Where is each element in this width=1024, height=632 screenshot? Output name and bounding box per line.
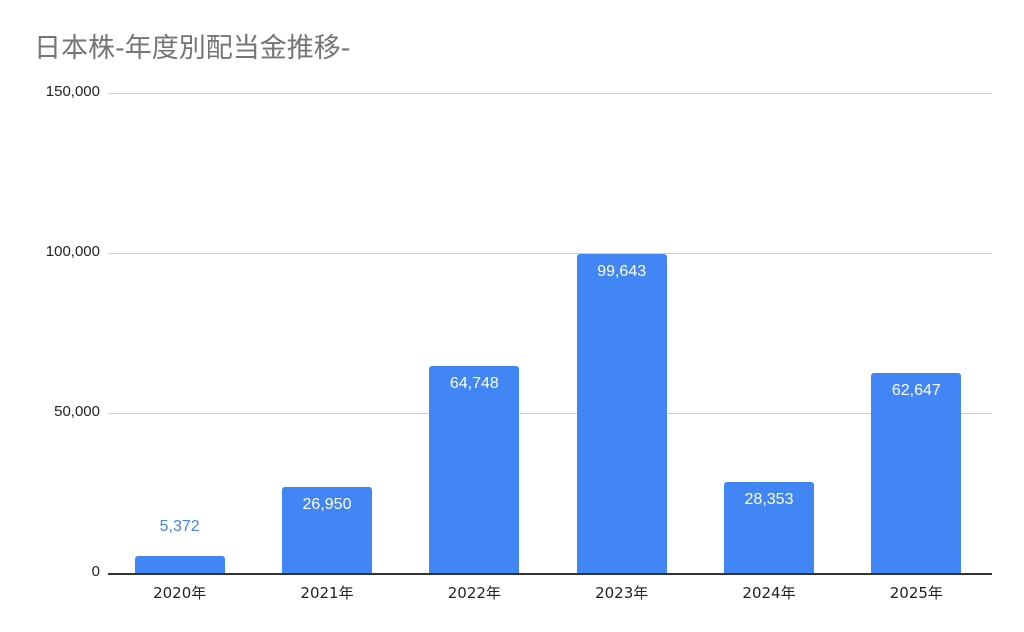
x-axis-tick-label: 2024年 [742,584,796,602]
gridline [108,253,992,254]
gridline [108,93,992,94]
y-axis-tick-label: 150,000 [45,83,100,100]
bar-2022年[interactable] [429,365,520,573]
bar-2025年[interactable] [871,372,962,573]
gridline [108,413,992,414]
x-axis-tick-label: 2025年 [889,584,943,602]
y-axis-tick-label: 50,000 [54,403,100,420]
bar-2021年[interactable] [282,486,372,573]
x-axis-tick-label: 2020年 [153,584,207,602]
x-axis-tick-label: 2023年 [595,584,649,602]
bar-data-label: 64,748 [449,374,499,392]
y-axis-tick-label: 100,000 [45,243,100,260]
bar-data-label: 26,950 [302,495,352,513]
bar-data-label: 99,643 [597,263,647,281]
y-axis-tick-label: 0 [91,563,100,580]
bar-2024年[interactable] [724,482,814,573]
bar-data-label: 28,353 [744,491,794,509]
bar-2020年[interactable] [134,555,225,573]
x-axis-tick-label: 2021年 [300,584,354,602]
bar-data-label: 62,647 [891,381,941,399]
x-axis-baseline [108,573,992,575]
x-axis-tick-label: 2022年 [447,584,501,602]
bar-data-label: 5,372 [159,517,200,535]
bar-2023年[interactable] [576,254,667,573]
chart-title: 日本株-年度別配当金推移- [34,33,351,64]
